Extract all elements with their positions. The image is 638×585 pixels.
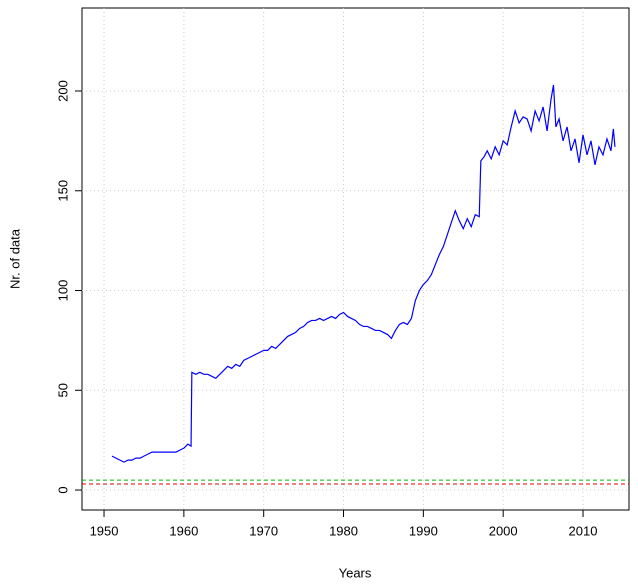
- x-tick-label: 1970: [249, 523, 278, 538]
- y-tick-label: 0: [55, 486, 70, 493]
- x-tick-label: 2000: [489, 523, 518, 538]
- y-tick-label: 150: [55, 180, 70, 202]
- x-axis-label: Years: [339, 565, 372, 580]
- y-axis-label: Nr. of data: [7, 228, 22, 289]
- plot-box: [81, 7, 630, 511]
- x-tick-label: 1990: [409, 523, 438, 538]
- x-tick-label: 1960: [169, 523, 198, 538]
- x-tick-label: 2010: [569, 523, 598, 538]
- x-tick-label: 1950: [90, 523, 119, 538]
- x-tick-label: 1980: [329, 523, 358, 538]
- y-tick-label: 100: [55, 280, 70, 302]
- data-line: [111, 84, 616, 463]
- y-tick-label: 200: [55, 80, 70, 102]
- y-tick-label: 50: [55, 383, 70, 397]
